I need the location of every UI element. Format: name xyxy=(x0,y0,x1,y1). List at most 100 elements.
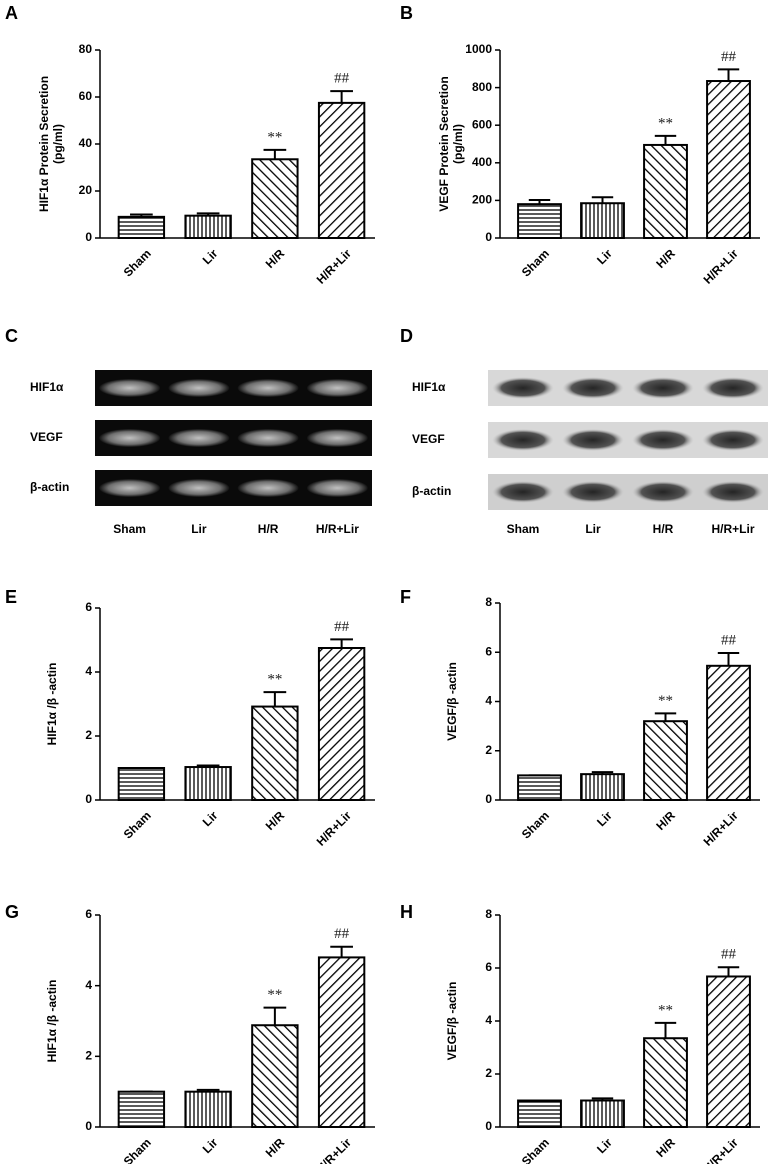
significance-mark: ## xyxy=(334,71,350,87)
band xyxy=(632,429,694,451)
significance-mark: ** xyxy=(267,672,282,688)
bar xyxy=(706,975,751,1128)
bar xyxy=(517,203,562,240)
band xyxy=(492,429,554,451)
bar xyxy=(706,80,751,239)
y-tick-label: 0 xyxy=(85,792,92,806)
lane-label: H/R+Lir xyxy=(316,522,359,536)
x-tick-label: H/R xyxy=(263,808,288,833)
bar xyxy=(643,720,688,802)
x-tick-label: Lir xyxy=(200,246,221,267)
band xyxy=(168,479,230,497)
bar xyxy=(184,766,232,801)
bar xyxy=(317,101,366,239)
significance-mark: ## xyxy=(721,947,737,963)
band xyxy=(99,479,161,497)
row-label: VEGF xyxy=(412,432,445,446)
band xyxy=(702,481,764,503)
x-tick-label: H/R+Lir xyxy=(314,1135,355,1164)
y-axis-label: VEGF/β -actin xyxy=(445,982,459,1061)
band xyxy=(702,377,764,399)
y-tick-label: 0 xyxy=(485,230,492,244)
significance-mark: ** xyxy=(658,1002,673,1018)
bar xyxy=(580,773,625,801)
y-axis-label: VEGF/β -actin xyxy=(445,662,459,741)
x-tick-label: H/R+Lir xyxy=(701,246,742,287)
band xyxy=(562,377,624,399)
y-tick-label: 8 xyxy=(485,595,492,609)
panel-letter: H xyxy=(400,902,413,922)
x-tick-label: Sham xyxy=(519,808,552,841)
significance-mark: ## xyxy=(721,49,737,65)
x-tick-label: H/R xyxy=(263,246,288,271)
lane-label: Sham xyxy=(113,522,146,536)
y-tick-label: 80 xyxy=(79,42,93,56)
row-label: VEGF xyxy=(30,430,63,444)
significance-mark: ## xyxy=(334,926,350,942)
lane-label: Sham xyxy=(507,522,540,536)
band xyxy=(492,377,554,399)
y-tick-label: 800 xyxy=(472,80,492,94)
x-tick-label: Lir xyxy=(200,1135,221,1156)
x-tick-label: H/R xyxy=(653,1135,678,1160)
bar xyxy=(184,1090,232,1128)
panel-letter: F xyxy=(400,587,411,607)
x-tick-label: H/R+Lir xyxy=(701,1135,742,1164)
bar xyxy=(317,647,366,801)
x-tick-label: Sham xyxy=(519,1135,552,1164)
band xyxy=(306,429,368,447)
y-axis-label: HIF1α /β -actin xyxy=(45,663,59,746)
x-tick-label: H/R xyxy=(653,808,678,833)
y-tick-label: 6 xyxy=(485,644,492,658)
significance-mark: ** xyxy=(267,129,282,145)
x-tick-label: Lir xyxy=(594,808,615,829)
row-label: HIF1α xyxy=(30,380,64,394)
y-axis-label: HIF1α /β -actin xyxy=(45,980,59,1063)
y-axis-label: VEGF Protein Secretion xyxy=(437,76,451,211)
bar xyxy=(706,664,751,802)
band xyxy=(237,429,299,447)
panel-letter: G xyxy=(5,902,19,922)
x-tick-label: H/R+Lir xyxy=(314,246,355,287)
band xyxy=(168,429,230,447)
x-tick-label: Lir xyxy=(594,246,615,267)
y-tick-label: 400 xyxy=(472,155,492,169)
y-tick-label: 60 xyxy=(79,89,93,103)
x-tick-label: H/R xyxy=(263,1135,288,1160)
lane-label: Lir xyxy=(191,522,207,536)
y-axis-label: HIF1α Protein Secretion xyxy=(37,76,51,212)
panel-letter: A xyxy=(5,3,18,23)
y-tick-label: 0 xyxy=(85,230,92,244)
bar xyxy=(580,1099,625,1128)
x-tick-label: Sham xyxy=(121,808,154,841)
y-tick-label: 2 xyxy=(485,743,492,757)
lane-label: H/R xyxy=(258,522,279,536)
bar xyxy=(317,956,366,1129)
x-tick-label: Sham xyxy=(121,1135,154,1164)
y-tick-label: 0 xyxy=(485,1119,492,1133)
y-tick-label: 200 xyxy=(472,193,492,207)
y-tick-label: 2 xyxy=(85,1049,92,1063)
bar xyxy=(251,1024,299,1128)
x-tick-label: H/R xyxy=(653,246,678,271)
y-tick-label: 4 xyxy=(485,694,492,708)
y-axis-label: (pg/ml) xyxy=(51,124,65,164)
bar xyxy=(643,143,688,239)
bar xyxy=(580,202,625,239)
band xyxy=(702,429,764,451)
y-tick-label: 20 xyxy=(79,183,93,197)
y-axis-label: (pg/ml) xyxy=(451,124,465,164)
panel-letter: B xyxy=(400,3,413,23)
panel-letter: E xyxy=(5,587,17,607)
row-label: HIF1α xyxy=(412,380,446,394)
band xyxy=(237,479,299,497)
y-tick-label: 0 xyxy=(485,792,492,806)
y-tick-label: 6 xyxy=(85,907,92,921)
band xyxy=(492,481,554,503)
y-tick-label: 2 xyxy=(485,1066,492,1080)
x-tick-label: H/R+Lir xyxy=(314,808,355,849)
band xyxy=(168,379,230,397)
x-tick-label: Lir xyxy=(200,808,221,829)
lane-label: H/R+Lir xyxy=(711,522,754,536)
x-tick-label: Sham xyxy=(121,246,154,279)
